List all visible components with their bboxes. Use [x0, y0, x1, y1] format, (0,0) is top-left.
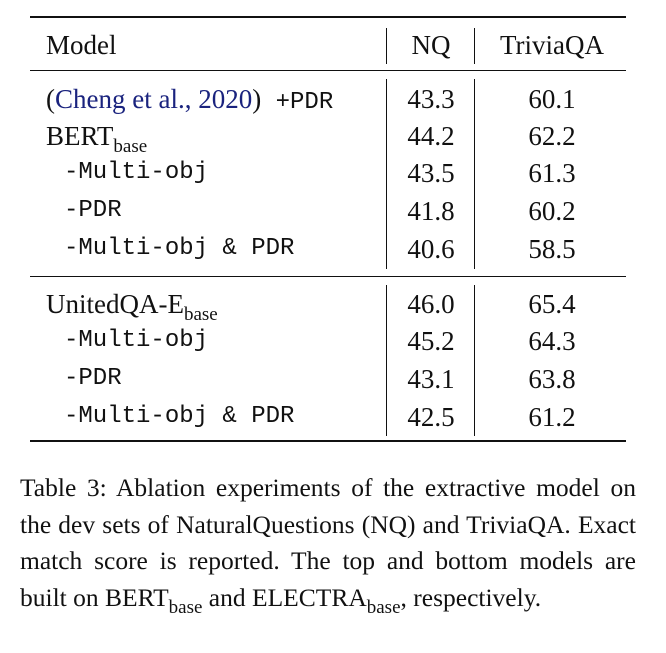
row-label-unitedqa-e-base: UnitedQA-Ebase — [46, 289, 218, 325]
base-model-subscript: base — [183, 304, 218, 325]
row-label-ablation: -PDR — [64, 365, 122, 392]
caption-bert: BERT — [105, 582, 169, 612]
row-label-ablation: -Multi-obj & PDR — [64, 403, 295, 430]
table-cell-triviaqa: 61.3 — [528, 158, 576, 188]
caption-electra-subscript: base — [366, 596, 401, 618]
header-rule — [30, 70, 626, 71]
table-cell-nq: 44.2 — [407, 121, 455, 151]
row-label-cheng: (Cheng et al., 2020) +PDR — [46, 84, 333, 118]
column-separator-2 — [474, 79, 475, 269]
header-triviaqa: TriviaQA — [499, 30, 605, 60]
base-model-name: UnitedQA-E — [46, 289, 184, 319]
table-top-rule — [30, 16, 626, 18]
row-label-ablation: -Multi-obj & PDR — [64, 235, 295, 262]
table-cell-nq: 43.3 — [407, 84, 455, 114]
table-cell-nq: 43.1 — [407, 364, 455, 394]
column-separator-2 — [474, 28, 475, 64]
table-cell-nq: 45.2 — [407, 326, 455, 356]
cite-suffix: +PDR — [261, 89, 334, 116]
caption-and: and — [202, 582, 252, 612]
table-cell-triviaqa: 65.4 — [528, 289, 576, 319]
caption-electra: ELECTRA — [252, 582, 367, 612]
caption-end: , respectively. — [400, 582, 542, 612]
base-model-subscript: base — [113, 136, 148, 157]
table-cell-triviaqa: 60.2 — [528, 196, 576, 226]
row-label-ablation: -Multi-obj — [64, 159, 209, 186]
table-cell-nq: 43.5 — [407, 158, 455, 188]
cite-close-paren: ) — [252, 84, 262, 114]
caption-text: Table 3: Ablation experiments of the ext… — [20, 473, 636, 612]
citation-link[interactable]: Cheng et al., 2020 — [55, 84, 253, 114]
table-cell-triviaqa: 63.8 — [528, 364, 576, 394]
row-label-ablation: -PDR — [64, 197, 122, 224]
table-cell-triviaqa: 58.5 — [528, 234, 576, 264]
column-separator-1 — [386, 28, 387, 64]
cite-open-paren: ( — [46, 84, 55, 114]
column-separator-2 — [474, 285, 475, 436]
table-cell-nq: 40.6 — [407, 234, 455, 264]
table-cell-nq: 42.5 — [407, 402, 455, 432]
table-cell-triviaqa: 64.3 — [528, 326, 576, 356]
table-bottom-rule — [30, 440, 626, 442]
header-model: Model — [46, 30, 117, 60]
column-separator-1 — [386, 285, 387, 436]
column-separator-1 — [386, 79, 387, 269]
group-separator-rule — [30, 276, 626, 277]
table-cell-triviaqa: 62.2 — [528, 121, 576, 151]
table-cell-triviaqa: 60.1 — [528, 84, 576, 114]
base-model-name: BERT — [46, 121, 114, 151]
table-caption: Table 3: Ablation experiments of the ext… — [20, 470, 636, 619]
table-cell-nq: 46.0 — [407, 289, 455, 319]
row-label-ablation: -Multi-obj — [64, 327, 209, 354]
caption-bert-subscript: base — [168, 596, 203, 618]
table-cell-nq: 41.8 — [407, 196, 455, 226]
table-cell-triviaqa: 61.2 — [528, 402, 576, 432]
row-label-bert-base: BERTbase — [46, 121, 148, 157]
header-nq: NQ — [411, 30, 451, 60]
